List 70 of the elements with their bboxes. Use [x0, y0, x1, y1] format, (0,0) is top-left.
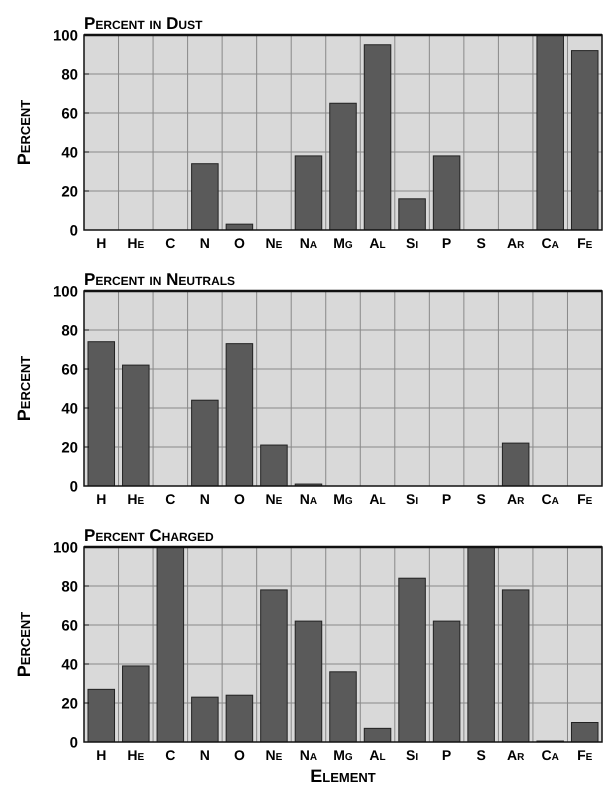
- x-tick-label: P: [442, 491, 452, 507]
- x-tick-label: C: [165, 747, 176, 763]
- y-axis-title: Percent: [14, 612, 34, 678]
- x-tick-label: C: [165, 491, 176, 507]
- x-tick-label: H: [96, 235, 106, 251]
- y-tick-label: 60: [61, 105, 78, 122]
- x-tick-label: Ar: [506, 235, 526, 251]
- x-axis-title: Element: [310, 766, 376, 786]
- x-tick-label: Na: [300, 235, 318, 251]
- x-tick-label: N: [200, 235, 210, 251]
- y-tick-label: 40: [61, 656, 78, 674]
- x-tick-label: Na: [300, 747, 318, 763]
- y-tick-label: 0: [70, 222, 78, 240]
- y-axis-title: Percent: [14, 100, 34, 166]
- y-tick-label: 80: [61, 322, 78, 340]
- x-tick-label: Ca: [542, 747, 559, 763]
- x-tick-label: Mg: [333, 491, 353, 507]
- x-tick-label: O: [234, 235, 245, 251]
- x-tick-label: Mg: [333, 747, 353, 763]
- x-tick-label: Ca: [542, 491, 559, 507]
- x-tick-label: N: [200, 747, 210, 763]
- chart-title: Percent in Neutrals: [84, 270, 236, 289]
- x-tick-label: He: [127, 747, 145, 763]
- y-tick-label: 40: [61, 400, 78, 418]
- y-tick-label: 60: [61, 361, 78, 378]
- x-tick-label: Fe: [577, 491, 593, 507]
- y-tick-label: 20: [61, 695, 78, 712]
- x-tick-label: He: [127, 491, 145, 507]
- x-tick-label: Al: [369, 747, 386, 763]
- x-tick-label: Na: [300, 491, 318, 507]
- chart-title: Percent in Dust: [84, 14, 204, 33]
- y-axis-title: Percent: [14, 356, 34, 422]
- y-tick-label: 80: [61, 66, 78, 84]
- x-tick-label: Ne: [266, 747, 283, 763]
- x-tick-label: Si: [406, 235, 418, 251]
- x-tick-label: N: [200, 491, 210, 507]
- y-tick-label: 40: [61, 144, 78, 162]
- x-tick-label: Al: [369, 491, 386, 507]
- x-tick-label: Si: [406, 747, 418, 763]
- x-tick-label: O: [234, 747, 245, 763]
- x-tick-label: Si: [406, 491, 418, 507]
- x-tick-label: H: [96, 491, 106, 507]
- x-tick-label: P: [442, 747, 452, 763]
- y-tick-label: 100: [52, 283, 78, 300]
- x-tick-label: Ne: [266, 235, 283, 251]
- x-tick-label: Ar: [506, 491, 526, 507]
- x-tick-label: S: [476, 235, 486, 251]
- x-tick-label: Ne: [266, 491, 283, 507]
- x-tick-label: Fe: [577, 747, 593, 763]
- y-tick-label: 80: [61, 578, 78, 596]
- y-tick-label: 0: [70, 734, 78, 752]
- y-tick-label: 0: [70, 478, 78, 496]
- x-tick-label: Fe: [577, 235, 593, 251]
- x-tick-label: O: [234, 491, 245, 507]
- y-tick-label: 60: [61, 617, 78, 634]
- x-tick-label: Ca: [542, 235, 559, 251]
- x-tick-label: H: [96, 747, 106, 763]
- x-tick-label: Al: [369, 235, 386, 251]
- y-tick-label: 100: [52, 27, 78, 44]
- y-tick-label: 20: [61, 183, 78, 200]
- chart-title: Percent Charged: [84, 526, 214, 545]
- x-tick-label: C: [165, 235, 176, 251]
- y-tick-label: 100: [52, 539, 78, 556]
- y-tick-label: 20: [61, 439, 78, 456]
- x-tick-label: He: [127, 235, 145, 251]
- x-tick-label: P: [442, 235, 452, 251]
- x-tick-label: Mg: [333, 235, 353, 251]
- x-tick-label: S: [476, 491, 486, 507]
- x-tick-label: Ar: [506, 747, 526, 763]
- x-tick-label: S: [476, 747, 486, 763]
